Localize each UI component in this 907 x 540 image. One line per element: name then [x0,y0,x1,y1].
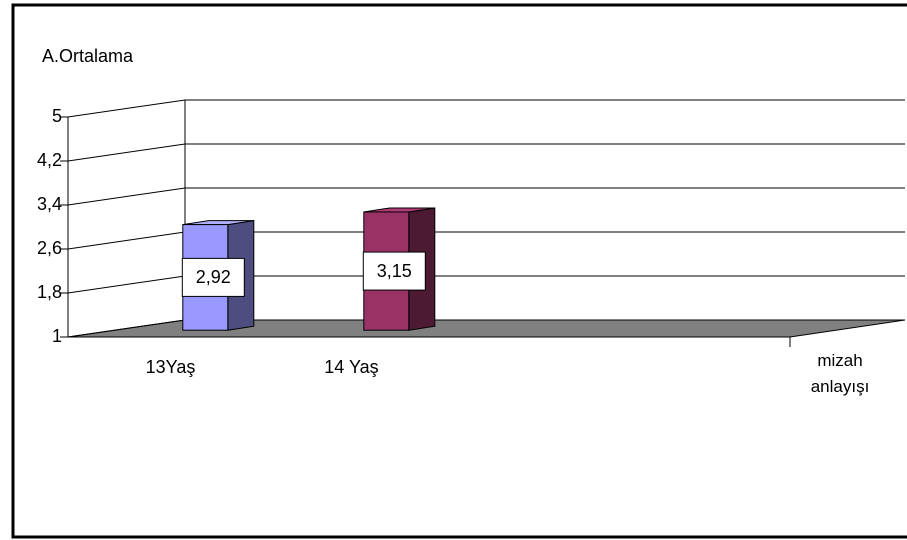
x-tick-label: 14 Yaş [324,357,378,377]
frame [11,3,907,539]
value-label-box [362,251,426,291]
y-tick-label: 5 [52,106,62,126]
y-tick-label: 2,6 [37,238,62,258]
y-tick-label: 3,4 [37,194,62,214]
value-label: 3,15 [377,261,412,281]
value-label-box [181,257,245,297]
y-tick-label: 1,8 [37,282,62,302]
y-tick-label: 1 [52,326,62,346]
grid-line [67,187,905,206]
grid-line [67,99,905,118]
x-tick-label: 13Yaş [146,357,196,377]
y-tick-label: 4,2 [37,150,62,170]
value-label: 2,92 [196,267,231,287]
grid-line [67,143,905,162]
y-axis-title: A.Ortalama [42,46,134,66]
x-axis-title: mizah anlayışı [810,351,870,396]
